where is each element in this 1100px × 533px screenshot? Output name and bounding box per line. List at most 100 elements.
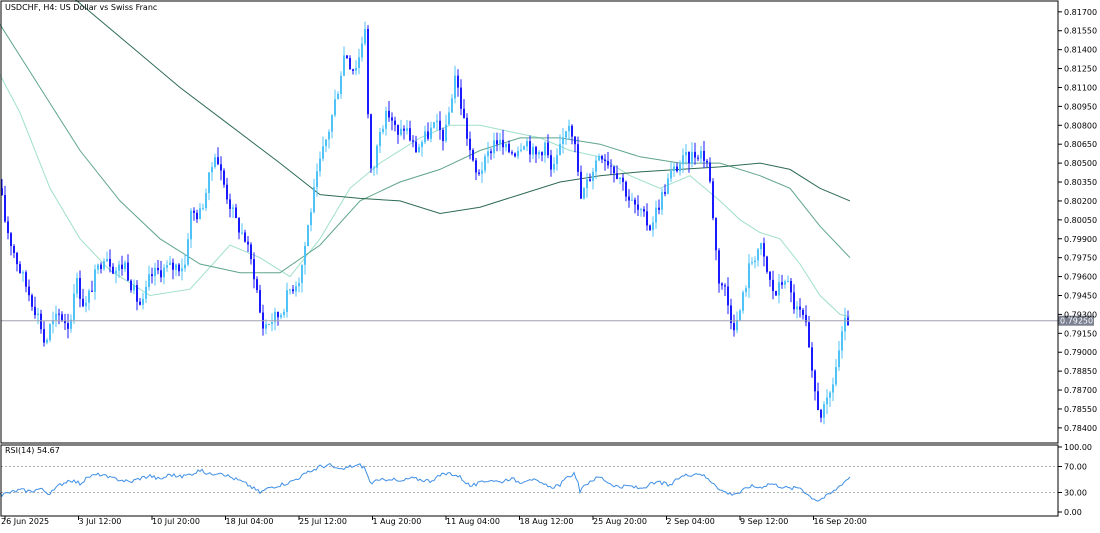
candle-body xyxy=(346,55,348,59)
candle-body xyxy=(334,99,336,116)
candle-body xyxy=(550,155,552,170)
candle-body xyxy=(472,150,474,161)
price-tick-label: 0.79450 xyxy=(1064,291,1097,300)
candle-body xyxy=(490,151,492,154)
rsi-tick-label: 0.00 xyxy=(1064,508,1082,517)
rsi-tick-label: 100.00 xyxy=(1064,443,1092,452)
candle-body xyxy=(190,210,192,240)
candle-body xyxy=(373,167,375,169)
candle-body xyxy=(469,138,471,150)
price-tick-label: 0.79600 xyxy=(1064,273,1097,282)
candle-body xyxy=(460,87,462,109)
moving-average-line xyxy=(0,24,851,274)
candle-body xyxy=(574,136,576,145)
candle-body xyxy=(493,140,495,154)
candle-body xyxy=(364,29,366,44)
candle-body xyxy=(205,193,207,209)
candle-body xyxy=(106,259,108,262)
candle-body xyxy=(397,124,399,135)
candle-body xyxy=(754,260,756,263)
candle-body xyxy=(652,222,654,230)
candle-body xyxy=(505,143,507,148)
time-tick-label: 11 Aug 04:00 xyxy=(446,517,500,526)
candle-body xyxy=(199,208,201,220)
candle-body xyxy=(706,160,708,163)
price-tick-label: 0.79300 xyxy=(1064,310,1097,319)
candle-body xyxy=(502,139,504,148)
candle-body xyxy=(712,181,714,219)
candle-body xyxy=(601,156,603,160)
candle-body xyxy=(322,146,324,159)
candle-body xyxy=(244,232,246,242)
candle-body xyxy=(517,150,519,157)
chart-title: USDCHF, H4: US Dollar vs Swiss Franc xyxy=(5,3,157,12)
candle-body xyxy=(676,166,678,172)
candle-body xyxy=(826,397,828,405)
candle-body xyxy=(547,142,549,156)
price-tick-label: 0.80950 xyxy=(1064,102,1097,111)
price-tick-label: 0.81550 xyxy=(1064,27,1097,36)
candle-body xyxy=(793,292,795,310)
candle-body xyxy=(640,209,642,211)
candle-body xyxy=(841,331,843,351)
candle-body xyxy=(775,291,777,296)
candle-body xyxy=(802,309,804,315)
candle-body xyxy=(97,264,99,270)
candle-body xyxy=(580,171,582,199)
candle-body xyxy=(709,162,711,182)
candle-body xyxy=(592,171,594,181)
candle-body xyxy=(583,188,585,199)
rsi-panel[interactable] xyxy=(0,462,1058,502)
candle-body xyxy=(10,233,12,246)
candle-body xyxy=(313,187,315,213)
candle-body xyxy=(331,115,333,132)
price-tick-label: 0.79900 xyxy=(1064,235,1097,244)
candle-body xyxy=(130,280,132,291)
candle-body xyxy=(553,164,555,170)
candle-body xyxy=(145,286,147,299)
candle-body xyxy=(817,391,819,410)
candle-body xyxy=(766,256,768,272)
price-tick-label: 0.79150 xyxy=(1064,329,1097,338)
candle-body xyxy=(67,323,69,329)
price-tick-label: 0.80800 xyxy=(1064,121,1097,130)
candle-body xyxy=(280,315,282,318)
candle-body xyxy=(739,310,741,321)
candle-body xyxy=(670,171,672,179)
candle-body xyxy=(181,268,183,272)
candle-body xyxy=(76,278,78,294)
candle-body xyxy=(622,177,624,182)
price-tick-label: 0.80650 xyxy=(1064,140,1097,149)
candle-body xyxy=(679,164,681,172)
price-tick-label: 0.81100 xyxy=(1064,83,1097,92)
candle-body xyxy=(742,292,744,311)
candle-body xyxy=(538,152,540,155)
candle-body xyxy=(508,143,510,153)
candle-body xyxy=(91,290,93,292)
candle-body xyxy=(289,289,291,291)
candle-body xyxy=(694,151,696,158)
candle-body xyxy=(277,311,279,318)
price-panel[interactable]: 0.79250 xyxy=(0,0,1094,425)
candle-body xyxy=(217,157,219,165)
candle-body xyxy=(223,170,225,185)
candle-body xyxy=(367,29,369,115)
candle-body xyxy=(577,144,579,172)
candle-body xyxy=(325,139,327,147)
candle-body xyxy=(109,259,111,267)
price-tick-label: 0.79750 xyxy=(1064,254,1097,263)
candle-body xyxy=(73,293,75,320)
candle-body xyxy=(352,69,354,71)
candle-body xyxy=(4,195,6,222)
candle-body xyxy=(139,301,141,305)
candle-body xyxy=(250,244,252,260)
price-tick-label: 0.81250 xyxy=(1064,65,1097,74)
candle-body xyxy=(589,179,591,181)
candle-body xyxy=(193,210,195,213)
candle-body xyxy=(571,125,573,137)
candle-body xyxy=(691,151,693,164)
candle-body xyxy=(520,149,522,151)
candle-body xyxy=(481,170,483,174)
